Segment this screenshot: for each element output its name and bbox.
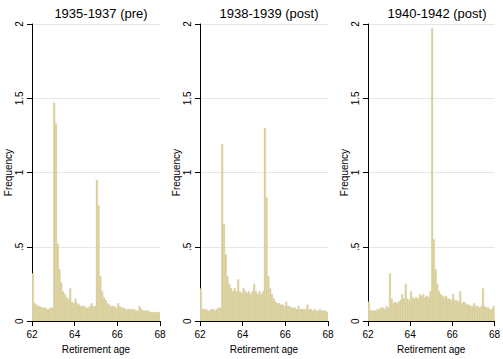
svg-text:66: 66 [447,329,459,340]
svg-text:1: 1 [350,169,361,175]
svg-text:62: 62 [362,329,374,340]
svg-text:0: 0 [350,318,361,324]
svg-text:66: 66 [280,329,292,340]
svg-text:66: 66 [112,329,124,340]
svg-text:0: 0 [14,318,25,324]
svg-text:68: 68 [489,329,501,340]
svg-text:Frequency: Frequency [3,149,14,196]
svg-text:64: 64 [237,329,249,340]
svg-text:.5: .5 [350,242,361,251]
svg-text:Retirement age: Retirement age [230,344,299,355]
svg-text:1: 1 [182,169,193,175]
svg-text:1.5: 1.5 [182,91,193,105]
svg-text:62: 62 [26,329,38,340]
svg-text:Frequency: Frequency [339,149,350,196]
svg-text:1: 1 [14,169,25,175]
svg-text:1938-1939 (post): 1938-1939 (post) [219,6,318,21]
svg-text:2: 2 [350,21,361,27]
svg-text:1.5: 1.5 [350,91,361,105]
svg-text:1.5: 1.5 [14,91,25,105]
svg-text:68: 68 [322,329,334,340]
svg-text:.5: .5 [182,242,193,251]
svg-text:62: 62 [194,329,206,340]
svg-text:64: 64 [405,329,417,340]
svg-text:1935-1937 (pre): 1935-1937 (pre) [54,6,147,21]
svg-text:1940-1942 (post): 1940-1942 (post) [387,6,486,21]
svg-text:Retirement age: Retirement age [62,344,131,355]
svg-text:2: 2 [14,21,25,27]
svg-text:.5: .5 [14,242,25,251]
svg-text:Retirement age: Retirement age [397,344,466,355]
svg-text:64: 64 [69,329,81,340]
svg-text:0: 0 [182,318,193,324]
svg-text:2: 2 [182,21,193,27]
svg-text:68: 68 [154,329,166,340]
svg-text:Frequency: Frequency [171,149,182,196]
